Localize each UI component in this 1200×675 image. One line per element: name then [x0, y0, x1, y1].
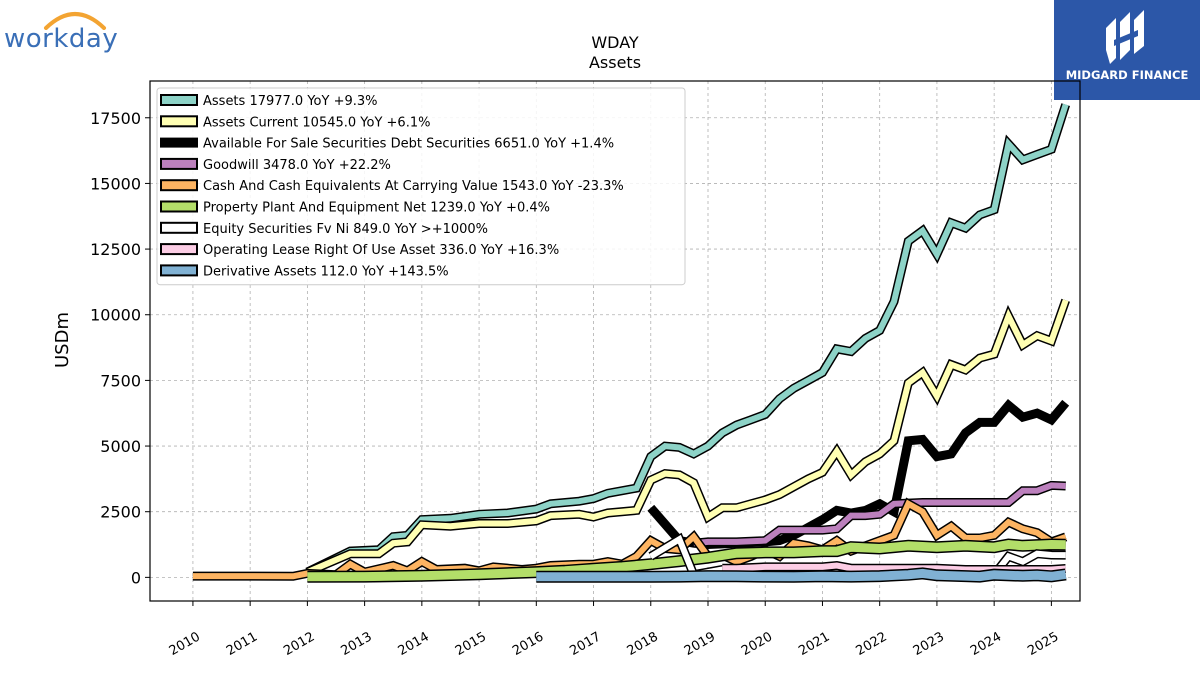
- y-tick-label: 17500: [90, 109, 141, 128]
- legend-label: Goodwill 3478.0 YoY +22.2%: [203, 158, 391, 173]
- legend-label: Equity Securities Fv Ni 849.0 YoY >+1000…: [203, 222, 488, 237]
- x-tick-label: 2012: [281, 629, 317, 659]
- x-tick-label: 2023: [911, 629, 947, 659]
- logo-arc-icon: [44, 12, 106, 30]
- x-tick-label: 2022: [854, 629, 890, 659]
- x-tick-label: 2024: [968, 629, 1004, 659]
- legend-swatch: [160, 179, 198, 192]
- legend-label: Available For Sale Securities Debt Secur…: [203, 137, 614, 152]
- series-line: [536, 568, 1067, 582]
- chart-subtitle: Assets: [589, 53, 641, 72]
- x-tick-label: 2020: [739, 629, 775, 659]
- legend-swatch: [160, 200, 198, 213]
- legend-label: Assets 17977.0 YoY +9.3%: [203, 94, 378, 109]
- x-tick-label: 2021: [796, 629, 832, 659]
- y-tick-label: 12500: [90, 240, 141, 259]
- logo-wordmark: workday: [4, 24, 119, 54]
- series-2: [305, 298, 1070, 577]
- y-tick-label: 10000: [90, 306, 141, 325]
- series-4: [693, 480, 1066, 548]
- series-5: [192, 497, 1068, 581]
- chart-title: WDAY: [591, 33, 639, 52]
- x-tick-label: 2017: [567, 629, 603, 659]
- x-tick-label: 2016: [510, 629, 546, 659]
- y-tick-label: 5000: [100, 437, 141, 456]
- y-tick-label: 15000: [90, 174, 141, 193]
- midgard-emblem-icon: [1106, 10, 1144, 64]
- y-tick-label: 0: [131, 568, 141, 587]
- midgard-finance-logo: MIDGARD FINANCE: [1054, 0, 1200, 100]
- legend-swatch: [160, 243, 198, 256]
- legend-label: Cash And Cash Equivalents At Carrying Va…: [203, 179, 624, 194]
- legend-swatch: [160, 157, 198, 170]
- y-axis-ticks: 0 2500 5000 7500 10000 12500 15000 17500: [90, 109, 150, 587]
- x-tick-label: 2013: [338, 629, 374, 659]
- x-tick-label: 2025: [1025, 629, 1061, 659]
- legend-swatch: [160, 221, 198, 234]
- legend-label: Operating Lease Right Of Use Asset 336.0…: [203, 243, 559, 258]
- series-line: [306, 103, 1069, 575]
- legend-swatch: [160, 264, 198, 277]
- series-line: [192, 499, 1067, 580]
- x-tick-label: 2014: [396, 629, 432, 659]
- legend-label: Assets Current 10545.0 YoY +6.1%: [203, 115, 430, 130]
- legend-box: [156, 87, 686, 286]
- legend-label: Derivative Assets 112.0 YoY +143.5%: [203, 264, 449, 279]
- legend-swatch: [160, 115, 198, 128]
- y-axis-label: USDm: [52, 312, 73, 368]
- series-line: [693, 482, 1066, 547]
- series-line: [306, 299, 1069, 575]
- series-8: [722, 560, 1067, 574]
- y-tick-label: 7500: [100, 371, 141, 390]
- legend-swatch: [160, 94, 198, 106]
- series-1: [305, 103, 1070, 577]
- series-9: [536, 567, 1067, 583]
- legend-swatch: [160, 137, 198, 148]
- x-tick-label: 2018: [625, 629, 661, 659]
- x-tick-label: 2019: [682, 629, 718, 659]
- x-axis-ticks: 2010 2011 2012 2013 2014 2015 2016 2017 2018 2019…: [167, 601, 1061, 659]
- series-layer: [192, 103, 1070, 583]
- x-tick-label: 2011: [224, 629, 260, 659]
- legend: Assets 17977.0 YoY +9.3% Assets Current 1…: [156, 87, 686, 286]
- legend-label: Property Plant And Equipment Net 1239.0 …: [203, 201, 550, 216]
- x-tick-label: 2015: [453, 629, 489, 659]
- x-tick-label: 2010: [167, 629, 203, 659]
- logo-brand-text: MIDGARD FINANCE: [1065, 68, 1189, 82]
- plot-frame: [149, 80, 1081, 602]
- workday-logo: workday: [4, 4, 136, 60]
- y-tick-label: 2500: [100, 503, 141, 522]
